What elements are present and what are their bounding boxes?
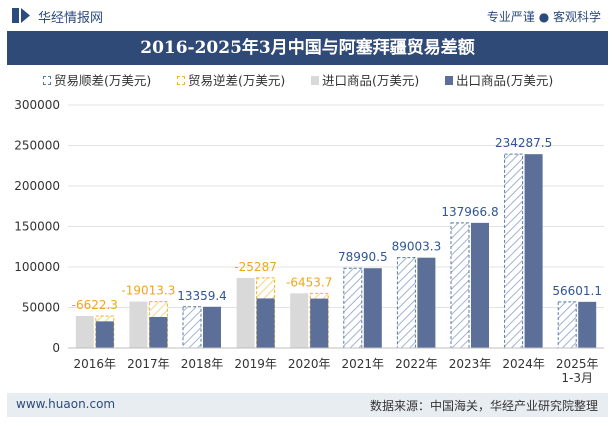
footer-source: 数据来源：中国海关，华经产业研究院整理: [369, 399, 598, 413]
export-bar: [471, 222, 489, 348]
import-bar: [129, 301, 148, 348]
y-tick-label: 300000: [14, 98, 60, 112]
value-label: 13359.4: [177, 289, 227, 303]
x-tick-label: 2018年: [181, 357, 224, 371]
import-bar: [236, 277, 255, 348]
chart-title-bar: 2016-2025年3月中国与阿塞拜疆贸易差额: [7, 31, 608, 65]
y-tick-label: 100000: [14, 260, 60, 274]
value-label: 56601.1: [552, 284, 602, 298]
x-tick-label: 2021年: [342, 357, 385, 371]
export-bar: [310, 298, 329, 348]
value-label: 89003.3: [392, 240, 442, 254]
footer-website: www.huaon.com: [16, 397, 116, 411]
value-label: 78990.5: [338, 250, 388, 264]
surplus-bar: [557, 301, 577, 349]
value-label: 234287.5: [495, 136, 552, 150]
legend-label-surplus: 贸易顺差(万美元): [54, 73, 152, 88]
y-tick-label: 250000: [14, 139, 60, 153]
legend-swatch-imports: [311, 76, 319, 85]
x-tick-label: 2022年: [395, 357, 438, 371]
y-tick-label: 200000: [14, 179, 60, 193]
top-bar: 华经情报网 专业严谨 ● 客观科学: [0, 0, 615, 30]
surplus-bar: [504, 153, 524, 349]
import-bar: [75, 316, 94, 348]
x-tick-label: 2025年: [556, 357, 599, 371]
export-bar: [149, 316, 168, 348]
y-tick-label: 150000: [14, 220, 60, 234]
value-label: -6453.7: [286, 275, 332, 289]
brand-tagline: 专业严谨 ● 客观科学: [486, 10, 601, 24]
legend-label-exports: 出口商品(万美元): [456, 73, 554, 88]
surplus-bar: [343, 267, 363, 349]
huajing-logo-icon: [12, 8, 30, 23]
x-tick-label: 2020年: [288, 357, 331, 371]
x-tick-label: 2024年: [502, 357, 545, 371]
value-label: -6622.3: [72, 298, 118, 312]
legend-swatch-exports: [445, 76, 453, 85]
export-bar: [578, 301, 597, 348]
x-tick-label: 2016年: [74, 357, 117, 371]
export-bar: [417, 257, 436, 348]
legend-swatch-surplus: [43, 76, 51, 85]
value-label: 137966.8: [441, 205, 498, 219]
legend-label-imports: 进口商品(万美元): [322, 73, 420, 88]
value-label: -19013.3: [121, 284, 175, 298]
export-bar: [95, 321, 114, 348]
export-bar: [363, 268, 382, 348]
x-tick-label: 1-3月: [561, 371, 593, 385]
x-tick-label: 2017年: [127, 357, 170, 371]
export-bar: [256, 298, 275, 348]
export-bar: [203, 306, 221, 348]
import-bar: [290, 293, 309, 348]
y-tick-label: 50000: [22, 301, 60, 315]
y-tick-label: 0: [52, 341, 60, 355]
surplus-bar: [396, 257, 416, 349]
chart-title: 2016-2025年3月中国与阿塞拜疆贸易差额: [140, 38, 475, 58]
chart-legend: 贸易顺差(万美元) 贸易逆差(万美元) 进口商品(万美元) 出口商品(万美元): [0, 70, 615, 92]
legend-swatch-deficit: [177, 76, 185, 85]
surplus-bar: [450, 222, 470, 349]
footer-bar: www.huaon.com 数据来源：中国海关，华经产业研究院整理: [7, 393, 608, 417]
brand-name: 华经情报网: [38, 11, 104, 26]
x-tick-label: 2019年: [234, 357, 277, 371]
surplus-bar: [182, 306, 202, 349]
legend-label-deficit: 贸易逆差(万美元): [188, 73, 286, 88]
x-tick-label: 2023年: [449, 357, 492, 371]
value-label: -25287: [234, 260, 277, 274]
export-bar: [524, 154, 543, 348]
trade-balance-chart: 0 50000 100000 150000 200000 250000 300000 -662…: [14, 98, 604, 385]
